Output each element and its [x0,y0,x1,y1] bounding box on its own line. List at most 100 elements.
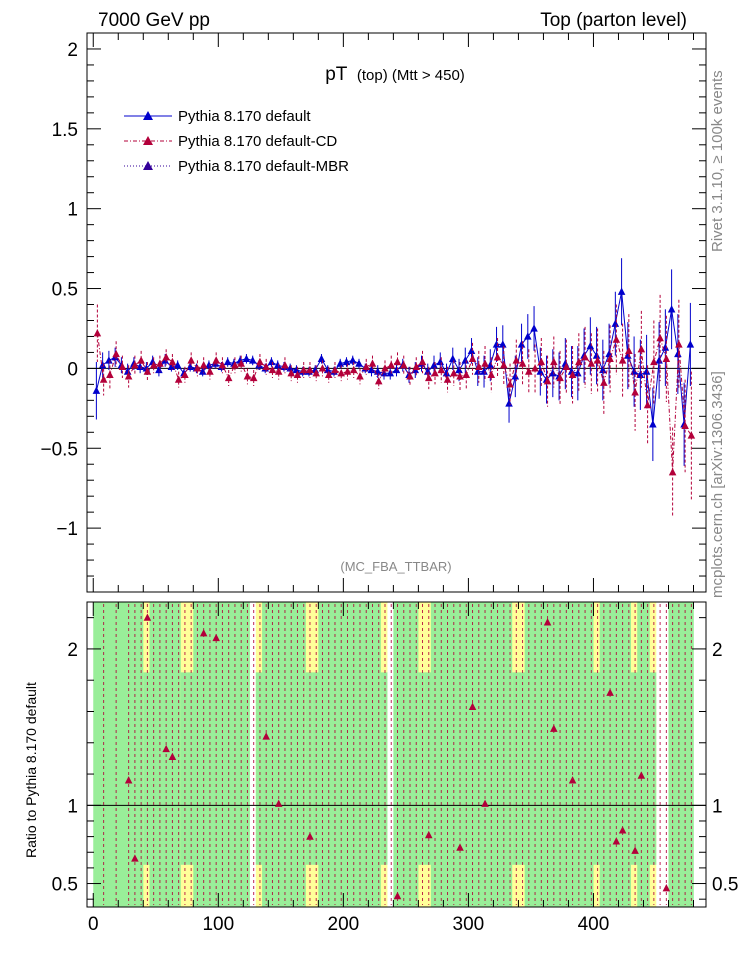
data-point-cd [356,372,364,380]
data-point-cd [349,365,358,374]
data-point-cd [581,353,589,361]
data-point-cd [525,367,533,375]
data-point-cd [312,368,320,377]
data-point-default [536,367,545,375]
xtick-label: 100 [202,914,234,935]
ratio-band [93,602,694,907]
ratio-ytick-label-right: 0.5 [712,875,738,896]
data-point-cd [550,357,558,366]
ratio-point [212,633,220,642]
series-line-default [95,291,691,425]
data-point-cd [274,367,283,375]
band-bin [362,602,369,907]
band-bin [580,602,588,907]
data-point-cd [387,361,396,369]
main-series-layer [92,258,696,517]
data-point-cd [131,361,139,369]
data-point-cd [462,370,471,378]
data-point-default [242,354,251,362]
data-point-cd [481,359,489,367]
ratio-point [274,799,283,807]
xtick-label: 0 [88,914,99,935]
main-ytick-label: 0.5 [52,280,78,301]
data-point-cd [543,376,552,385]
band-bin [212,602,219,907]
data-point-cd [487,370,496,378]
band-bin [243,602,250,907]
data-point-cd [343,367,352,375]
band-core [512,672,519,865]
data-point-default [499,340,507,348]
data-point-cd [99,375,108,383]
tick-label-layer: −1 −0.5 0 0.5 1 1.5 2 0.5 0.5 1 1 2 2 0 100 200 300 400 [40,40,738,935]
band-bin [543,602,550,907]
data-point-default [355,359,363,367]
data-point-cd [575,357,583,366]
band-bin [499,602,507,907]
ratio-point [631,846,639,854]
legend-label-cd: Pythia 8.170 default-CD [178,133,337,150]
band-bin [468,602,475,907]
data-point-cd [249,373,258,382]
band-bin [587,602,594,907]
ratio-ytick-label: 1 [67,796,78,817]
data-point-cd [168,357,177,366]
band-bin [293,602,300,907]
main-ytick-label: −1 [56,519,78,540]
band-bin [668,602,676,907]
band-bin [199,602,207,907]
band-core [424,672,432,865]
ratio-point [168,752,177,760]
band-bin [193,602,200,907]
band-bin [324,602,332,907]
data-point-cd [199,361,208,369]
band-bin [449,602,457,907]
data-point-default [674,349,682,358]
data-point-default [686,340,695,348]
band-bin [230,602,238,907]
ratio-point [481,799,489,807]
band-bin [280,602,288,907]
band-bin [218,602,225,907]
data-point-cd [531,364,539,372]
ratio-point [543,618,552,626]
data-point-default [205,361,213,369]
data-point-default [592,351,601,359]
band-bin [599,602,607,907]
data-point-cd [281,361,289,369]
mcplots-label: mcplots.cern.ch [arXiv:1306.3436] [709,371,726,598]
legend-label-mbr: Pythia 8.170 default-MBR [178,158,349,175]
data-point-cd [112,349,120,358]
data-point-default [430,361,438,369]
data-point-cd [493,353,502,361]
data-point-default [448,354,457,362]
legend-label-default: Pythia 8.170 default [178,108,311,125]
data-point-cd [668,468,677,476]
series-line-cd [96,333,692,473]
band-bin [430,602,438,907]
data-point-cd [149,361,158,369]
data-point-cd [593,356,602,364]
band-bin [674,602,682,907]
main-ytick-label: 2 [67,40,78,61]
data-point-cd [399,361,408,369]
ratio-frame [86,601,707,908]
data-point-cd [187,356,195,364]
legend: Pythia 8.170 default Pythia 8.170 defaul… [124,108,349,175]
data-point-cd [256,357,264,366]
data-point-cd [224,373,233,382]
band-bin [624,602,632,907]
ratio-point [131,854,139,862]
ratio-series-cd [103,604,692,905]
band-bin [393,602,400,907]
data-point-default [348,356,357,364]
data-point-cd [362,362,371,370]
data-point-default [455,365,463,374]
plot-title: pT (top) (Mtt > 450) [325,64,465,85]
main-ytick-label: 0 [67,359,78,380]
data-point-default [248,356,257,364]
legend-marker-default [143,111,153,120]
data-point-cd [293,370,302,378]
data-point-cd [193,364,202,372]
